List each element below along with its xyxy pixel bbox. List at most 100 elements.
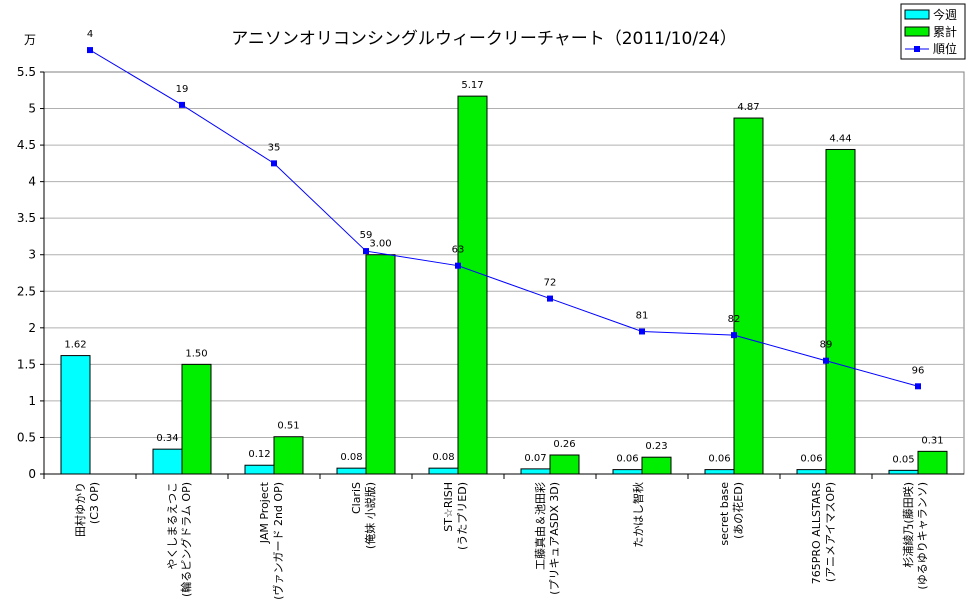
bar-weekly <box>520 468 551 475</box>
rank-value-label: 19 <box>176 84 189 95</box>
rank-marker <box>271 160 277 167</box>
bar-weekly <box>428 467 459 475</box>
x-category-label: (うたプリED) <box>456 482 469 550</box>
bar-total <box>273 436 304 475</box>
rank-value-label: 81 <box>636 310 649 321</box>
weekly-value-label: 0.06 <box>800 454 822 465</box>
bar-total <box>457 95 488 475</box>
rank-line <box>89 49 919 387</box>
legend-label: 順位 <box>933 41 957 56</box>
x-category-label: 田村ゆかり <box>73 482 87 537</box>
bar-total <box>181 363 212 475</box>
rank-value-label: 82 <box>728 314 741 325</box>
y-tick-label: 4 <box>28 175 36 189</box>
x-category-label: 工藤真由＆池田彩 <box>533 482 547 570</box>
legend-swatch-rank-marker <box>914 46 920 52</box>
x-category-label: ST☆RISH <box>442 482 455 532</box>
rank-value-label: 63 <box>452 245 465 256</box>
weekly-value-label: 0.05 <box>892 454 914 465</box>
bar-total <box>641 456 672 475</box>
rank-marker <box>179 101 185 108</box>
bar-total <box>825 148 856 475</box>
y-tick-label: 5.5 <box>17 65 36 79</box>
x-category-label: 765PRO ALLSTARS <box>810 482 823 584</box>
weekly-value-label: 0.34 <box>156 433 178 444</box>
rank-marker <box>639 328 645 335</box>
weekly-value-label: 0.06 <box>708 454 730 465</box>
y-tick-label: 3 <box>28 248 36 262</box>
rank-marker <box>87 47 93 54</box>
bar-weekly <box>152 448 183 475</box>
legend-label: 累計 <box>933 24 957 39</box>
chart-title: アニソンオリコンシングルウィークリーチャート（2011/10/24） <box>231 29 736 49</box>
bar-weekly <box>336 467 367 475</box>
total-value-label: 4.44 <box>829 133 851 144</box>
rank-marker <box>363 248 369 255</box>
bar-weekly <box>244 464 275 475</box>
y-tick-label: 0.5 <box>17 430 36 444</box>
y-tick-label: 2 <box>28 321 36 335</box>
weekly-value-label: 0.12 <box>248 449 270 460</box>
legend-label: 今週 <box>933 7 957 22</box>
bar-total <box>917 450 948 475</box>
rank-value-label: 89 <box>820 340 833 351</box>
bar-total <box>733 117 764 475</box>
y-tick-label: 0 <box>28 467 36 481</box>
x-category-label: 杉浦綾乃(藤田咲) <box>901 482 915 568</box>
x-category-label: (アニメアイマスOP) <box>824 482 837 582</box>
weekly-value-label: 1.62 <box>64 340 86 351</box>
weekly-value-label: 0.07 <box>524 453 546 464</box>
total-value-label: 0.51 <box>277 421 299 432</box>
legend-swatch-total <box>904 26 930 37</box>
y-tick-label: 3.5 <box>17 211 36 225</box>
total-value-label: 3.00 <box>369 239 391 250</box>
rank-value-label: 35 <box>268 142 281 153</box>
x-category-label: やくしまるえつこ <box>166 482 179 570</box>
total-value-label: 5.17 <box>461 80 483 91</box>
x-category-label: (ヴァンガード 2nd OP) <box>271 482 285 600</box>
bar-total <box>365 254 396 475</box>
y-axis-unit-label: 万 <box>24 33 36 47</box>
rank-value-label: 72 <box>544 278 557 289</box>
y-tick-label: 2.5 <box>17 284 36 298</box>
x-category-label: secret base <box>718 482 731 546</box>
data-labels-layer: 1.62 0.34 1.50 0.12 0.51 0.08 3.00 0.08 5.17 0.07… <box>64 29 943 465</box>
x-category-label: (C3 OP) <box>88 482 101 524</box>
rank-marker <box>823 357 829 364</box>
x-category-label: (プリキュアASDX 3D) <box>548 482 561 595</box>
bar-weekly <box>60 355 91 475</box>
bar-total <box>549 454 580 475</box>
bar-weekly <box>704 469 735 475</box>
total-value-label: 0.26 <box>553 439 575 450</box>
bar-weekly <box>796 469 827 475</box>
weekly-value-label: 0.08 <box>432 452 454 463</box>
bar-weekly <box>612 469 643 475</box>
weekly-value-label: 0.06 <box>616 454 638 465</box>
rank-value-label: 96 <box>912 365 925 376</box>
rank-value-label: 4 <box>87 29 93 40</box>
x-category-label: (あの花ED) <box>732 482 745 539</box>
x-category-label: ClariS <box>350 482 363 514</box>
axes-layer: 0 0.51 1.5 2 2.5 3 3.5 4 4.5 5 5.5 田村ゆかり (C3 OP) やくしま… <box>17 65 964 600</box>
x-category-label: (俺妹 小説版) <box>363 482 377 549</box>
rank-line-layer <box>87 47 921 390</box>
y-tick-label: 5 <box>28 102 36 116</box>
y-tick-label: 4.5 <box>17 138 36 152</box>
rank-marker <box>455 262 461 269</box>
rank-value-label: 59 <box>360 230 373 241</box>
total-value-label: 1.50 <box>185 348 207 359</box>
total-value-label: 4.87 <box>737 102 759 113</box>
total-value-label: 0.31 <box>921 435 943 446</box>
rank-marker <box>915 383 921 390</box>
weekly-value-label: 0.08 <box>340 452 362 463</box>
x-category-label: (輪るピングドラム OP) <box>179 482 193 597</box>
bar-weekly <box>888 469 919 475</box>
legend-swatch-weekly <box>904 9 930 20</box>
total-value-label: 0.23 <box>645 441 667 452</box>
x-category-label: JAM Project <box>258 481 271 544</box>
y-tick-label: 1.5 <box>17 357 36 371</box>
rank-marker <box>731 332 737 339</box>
